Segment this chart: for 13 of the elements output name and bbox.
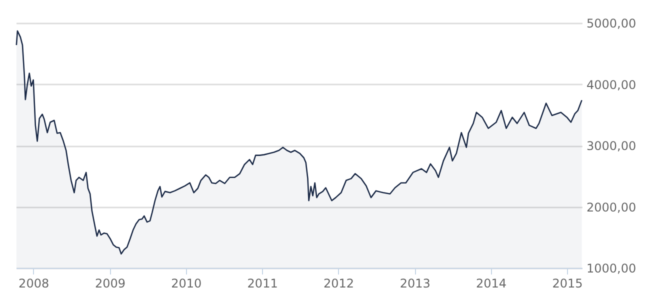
x-tick-label: 2009 <box>94 276 126 290</box>
x-tick-label: 2015 <box>552 276 583 290</box>
y-tick-label: 2000,00 <box>586 200 636 214</box>
x-tick-label: 2012 <box>323 276 354 290</box>
x-tick-label: 2008 <box>18 276 50 290</box>
x-tick-label: 2011 <box>247 276 278 290</box>
y-tick-label: 3000,00 <box>586 139 636 153</box>
y-tick-label: 1000,00 <box>586 262 636 276</box>
y-tick-label: 5000,00 <box>586 16 636 30</box>
x-tick-label: 2014 <box>476 276 507 290</box>
x-tick-label: 2013 <box>400 276 430 290</box>
x-tick-label: 2010 <box>171 276 202 290</box>
y-tick-label: 4000,00 <box>586 78 636 92</box>
